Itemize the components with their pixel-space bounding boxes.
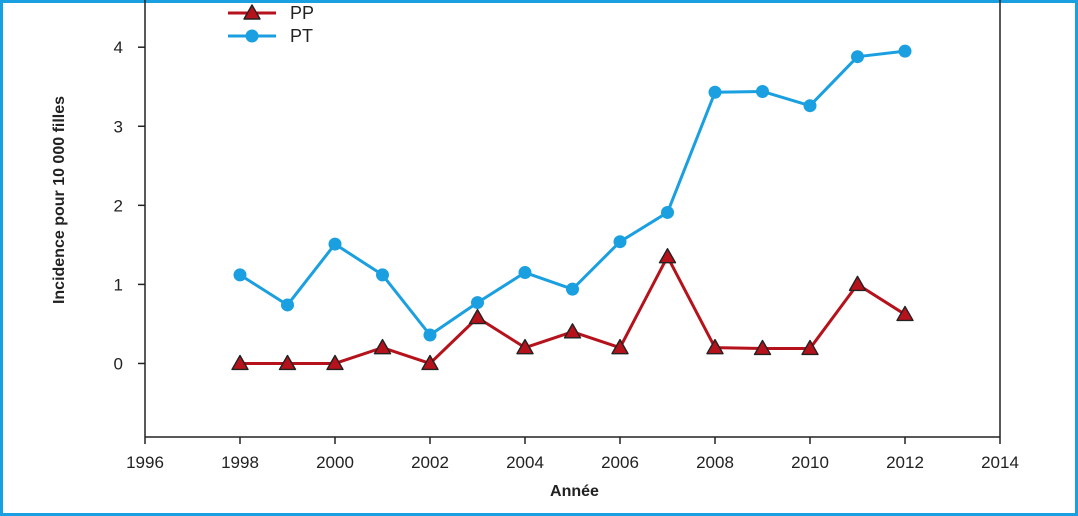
data-point bbox=[753, 339, 772, 356]
data-point bbox=[423, 328, 437, 342]
legend-label: PP bbox=[290, 3, 314, 23]
data-point bbox=[563, 323, 582, 339]
data-point bbox=[231, 354, 249, 371]
axes: 1996 1998 2000 2002 2004 2006 2008 2010 2012 2014… bbox=[114, 0, 1019, 472]
data-point bbox=[848, 275, 867, 292]
data-point bbox=[801, 339, 819, 356]
data-point bbox=[706, 338, 724, 355]
data-point bbox=[245, 29, 259, 43]
y-tick-label: 1 bbox=[114, 275, 123, 294]
data-point bbox=[708, 85, 722, 99]
data-point bbox=[898, 44, 912, 58]
x-tick-label: 2006 bbox=[601, 453, 639, 472]
y-axis-title: Incidence pour 10 000 filles bbox=[51, 96, 68, 304]
x-tick-label: 1998 bbox=[221, 453, 259, 472]
x-tick-label: 2010 bbox=[791, 453, 829, 472]
series-pt bbox=[233, 44, 912, 342]
data-point bbox=[851, 50, 864, 64]
data-point bbox=[518, 266, 532, 280]
data-point bbox=[471, 296, 484, 310]
data-point bbox=[566, 282, 579, 296]
data-point bbox=[376, 268, 389, 282]
data-point bbox=[611, 338, 629, 355]
data-point bbox=[658, 248, 677, 264]
x-axis-title: Année bbox=[550, 483, 599, 500]
x-tick-label: 1996 bbox=[126, 453, 164, 472]
y-tick-label: 4 bbox=[114, 38, 123, 57]
series-layer bbox=[231, 44, 914, 371]
data-point bbox=[233, 268, 247, 282]
x-tick-label: 2008 bbox=[696, 453, 734, 472]
data-point bbox=[328, 237, 342, 251]
x-tick-label: 2012 bbox=[886, 453, 924, 472]
y-tick-label: 2 bbox=[114, 196, 123, 215]
y-tick-label: 3 bbox=[114, 117, 123, 136]
y-tick-label: 0 bbox=[114, 354, 123, 373]
series-pp bbox=[231, 248, 914, 371]
data-point bbox=[613, 235, 627, 249]
data-point bbox=[803, 99, 817, 113]
data-point bbox=[468, 308, 487, 325]
data-point bbox=[756, 84, 769, 98]
data-point bbox=[281, 298, 294, 312]
data-point bbox=[516, 338, 534, 355]
data-point bbox=[278, 354, 297, 371]
x-tick-label: 2000 bbox=[316, 453, 354, 472]
legend-label: PT bbox=[290, 26, 313, 46]
legend-entry-pt: PT bbox=[228, 26, 313, 46]
legend-entry-pp: PP bbox=[228, 3, 314, 23]
x-tick-label: 2002 bbox=[411, 453, 449, 472]
data-point bbox=[373, 338, 392, 355]
data-point bbox=[661, 205, 674, 219]
data-point bbox=[326, 354, 344, 371]
data-point bbox=[421, 354, 439, 371]
legend: PP PT bbox=[228, 3, 314, 46]
x-tick-label: 2004 bbox=[506, 453, 544, 472]
data-point bbox=[896, 305, 914, 322]
x-tick-label: 2014 bbox=[981, 453, 1019, 472]
data-point bbox=[243, 4, 261, 20]
